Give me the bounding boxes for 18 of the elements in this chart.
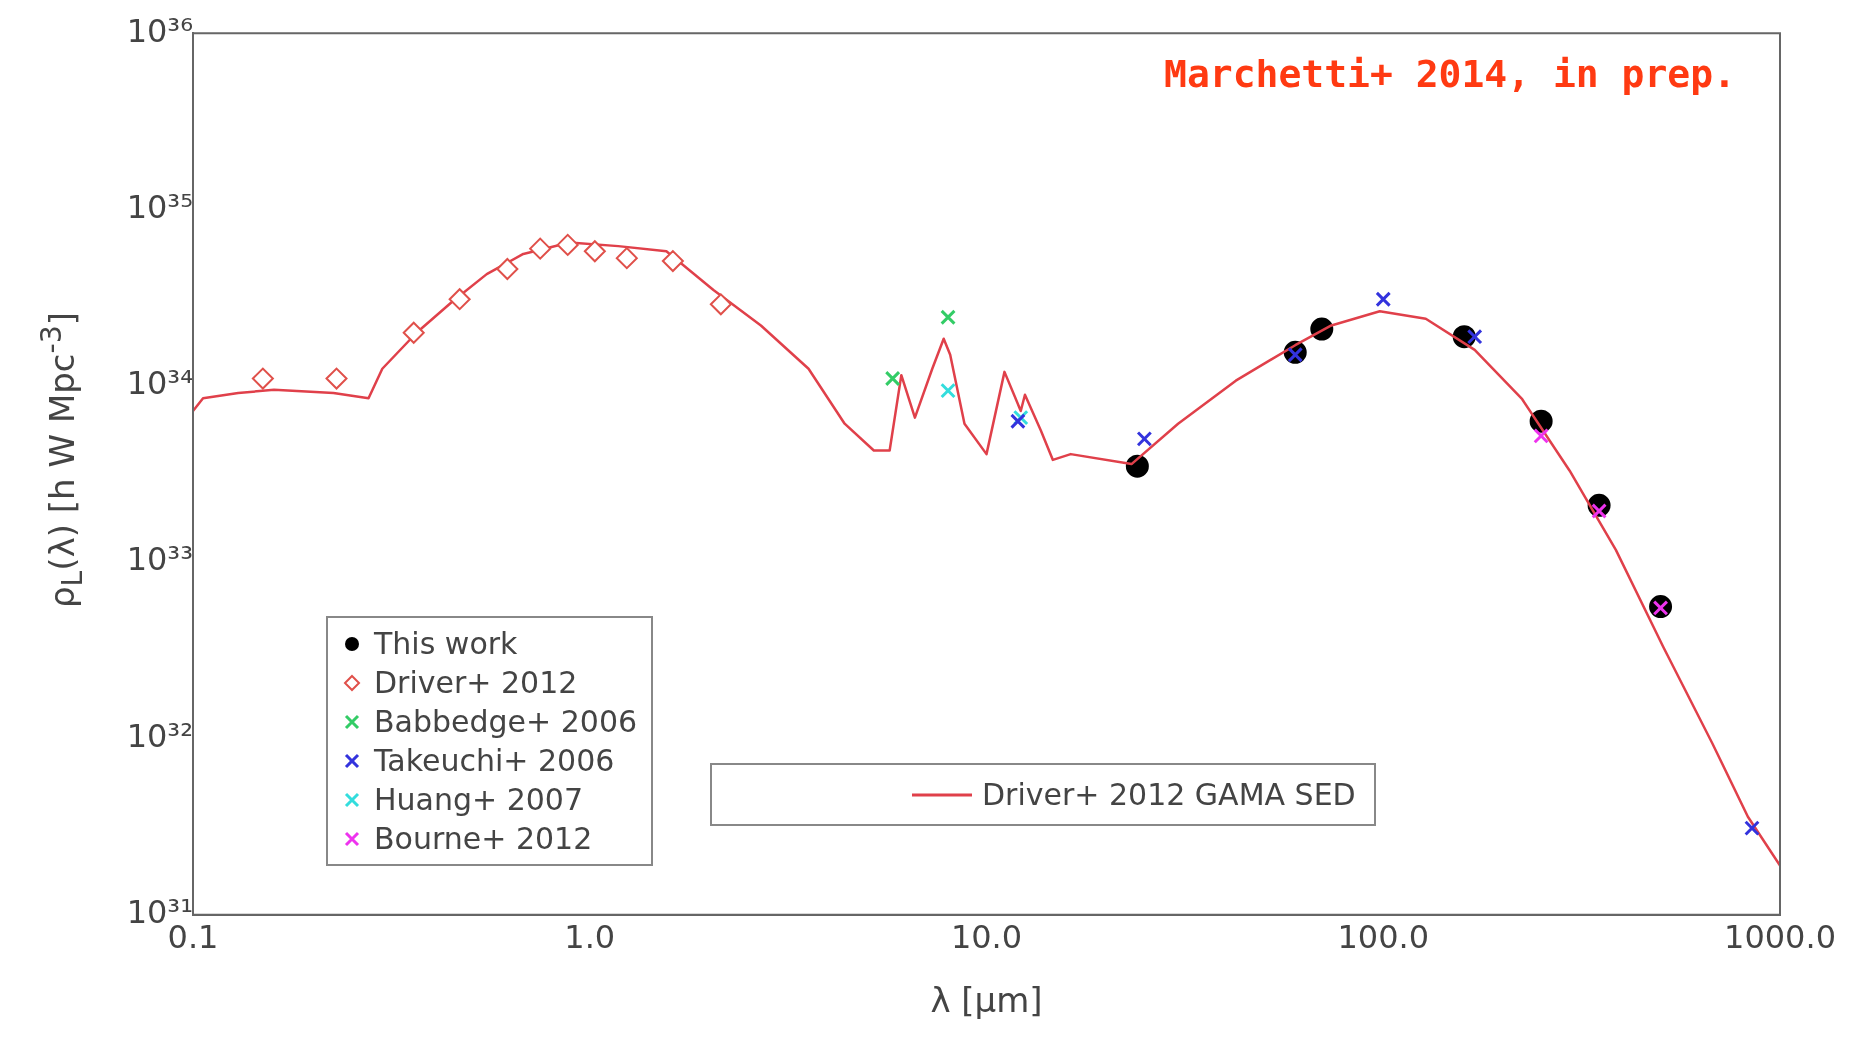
- y-tick-label: 10³²: [126, 716, 193, 755]
- legend-label: Bourne+ 2012: [374, 820, 593, 858]
- legend-label: Huang+ 2007: [374, 781, 584, 819]
- y-tick-label: 10³⁵: [126, 187, 193, 226]
- x-tick-label: 1000.0: [1724, 918, 1836, 957]
- x-tick-label: 1.0: [564, 918, 616, 957]
- x-tick-label: 100.0: [1337, 918, 1430, 957]
- x-tick-label: 10.0: [950, 918, 1023, 957]
- legend-label: Takeuchi+ 2006: [374, 742, 615, 780]
- y-tick-label: 10³³: [126, 540, 193, 579]
- y-tick-label: 10³⁶: [126, 11, 193, 50]
- y-tick-label: 10³⁴: [126, 364, 193, 403]
- x-axis-title: λ [μm]: [930, 980, 1043, 1021]
- legend-label: Driver+ 2012 GAMA SED: [982, 776, 1356, 814]
- legend-label: This work: [374, 625, 518, 663]
- annotation: Marchetti+ 2014, in prep.: [1164, 52, 1736, 96]
- legend-label: Driver+ 2012: [374, 664, 578, 702]
- legend-label: Babbedge+ 2006: [374, 703, 638, 741]
